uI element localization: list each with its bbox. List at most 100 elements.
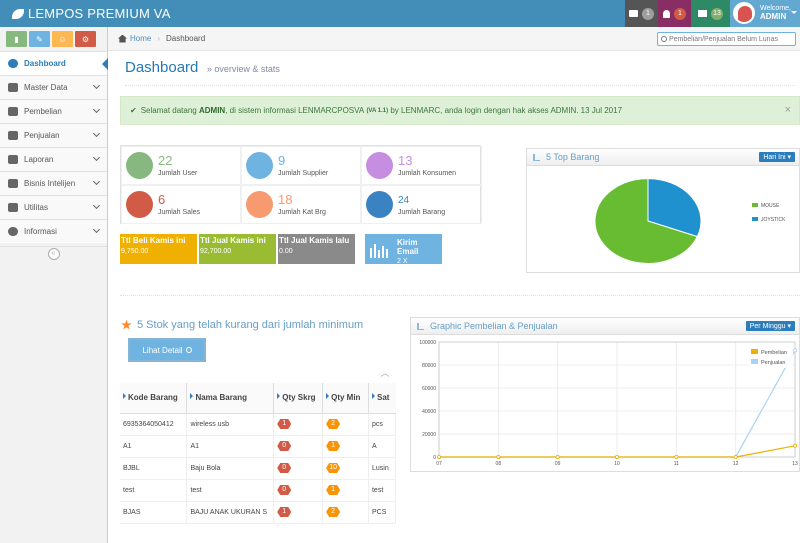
avatar (733, 2, 755, 24)
cell-sat: PCS (368, 501, 397, 524)
qty-skrg-badge: 1 (277, 419, 291, 429)
chevron-down-icon (92, 177, 101, 186)
column-header-kode[interactable]: Kode Barang (120, 383, 188, 414)
tags-icon (246, 191, 273, 218)
cell-sat: A (368, 435, 397, 458)
search-icon (661, 36, 667, 42)
welcome-text: Welcome, (760, 5, 791, 12)
sort-icon (371, 393, 375, 400)
sidebar-item-bisnis-intelijen[interactable]: Bisnis Intelijen (0, 171, 107, 195)
stok-title: 5 Stok yang telah kurang dari jumlah min… (121, 319, 363, 331)
breadcrumb-home[interactable]: Home (130, 34, 152, 43)
pie-legend: MOUSE JOYSTICK (752, 203, 786, 223)
legend-swatch-penjualan (751, 359, 758, 364)
table-row: test test 0 1 test (120, 479, 397, 502)
legend-label-joystick: JOYSTICK (761, 217, 786, 223)
hari-ini-dropdown[interactable]: Hari Ini ▾ (759, 152, 795, 162)
sidebar-item-dashboard[interactable]: Dashboard (0, 51, 108, 75)
welcome-alert: ✔ Selamat datang ADMIN, di sistem inform… (120, 96, 800, 125)
sort-icon (190, 393, 194, 400)
stat-kirim-email: Kirim Email 2 X (365, 234, 442, 265)
dashboard-icon (8, 59, 18, 68)
money-icon (8, 131, 18, 140)
pencil-icon[interactable]: ✎ (29, 31, 50, 47)
sidebar-item-pembelian[interactable]: Pembelian (0, 99, 107, 123)
stat-value: 92,700.00 (200, 248, 232, 255)
page-header: Dashboard » overview & stats (125, 59, 795, 86)
x-tick-label: 13 (792, 461, 798, 467)
pie-slice-mouse (594, 178, 698, 264)
table-row: BJBL Baju Bola 0 10 Lusin (120, 457, 397, 480)
double-chevron-left-icon[interactable]: « (47, 247, 60, 260)
divider (120, 295, 800, 296)
infobox-user: 22 Jumlah User (121, 146, 241, 185)
sidebar-item-label: Informasi (24, 227, 57, 236)
y-tick-label: 40000 (422, 409, 436, 415)
qty-min-badge: 1 (326, 441, 340, 451)
signal-icon[interactable]: ▮ (6, 31, 27, 47)
tasks-button[interactable]: 1 (625, 0, 658, 27)
y-tick-label: 100000 (419, 340, 436, 346)
cell-skrg: 1 (273, 413, 324, 436)
close-icon[interactable]: × (784, 104, 791, 116)
stat-value: 9,750.00 (121, 248, 149, 255)
sidebar-item-master-data[interactable]: Master Data (0, 75, 107, 99)
user-icon (126, 152, 153, 179)
legend-swatch-pembelian (751, 349, 758, 354)
user-menu[interactable]: Welcome, ADMIN (730, 0, 800, 27)
infobox-label: Jumlah Barang (398, 209, 446, 216)
stat-jual-kamis-lalu: Ttl Jual Kamis lalu 0.00 (278, 234, 355, 264)
column-header-sat[interactable]: Sat (368, 383, 396, 414)
infobox-value: 6 (158, 192, 166, 207)
chevron-up-icon[interactable]: ︿ (380, 368, 390, 378)
per-minggu-dropdown[interactable]: Per Minggu ▾ (745, 321, 795, 331)
cell-min: 2 (322, 501, 369, 524)
column-header-qty-min[interactable]: Qty Min (322, 383, 369, 414)
column-header-nama[interactable]: Nama Barang (186, 383, 275, 414)
cell-skrg: 0 (273, 435, 324, 458)
search-input[interactable]: Pembelian/Penjualan Belum Lunas (657, 32, 796, 46)
data-point-penjualan (792, 348, 797, 353)
cell-sat: Lusin (368, 457, 397, 480)
sidebar-item-informasi[interactable]: Informasi (0, 219, 107, 243)
sidebar-shortcuts: ▮ ✎ ☺ ⚙ (0, 27, 107, 51)
home-icon (118, 34, 127, 43)
search-placeholder: Pembelian/Penjualan Belum Lunas (669, 35, 778, 43)
cell-min: 1 (322, 479, 369, 502)
qty-min-badge: 2 (326, 507, 340, 517)
qty-skrg-badge: 0 (277, 463, 291, 473)
tasks-icon (629, 10, 638, 17)
chevron-down-icon (92, 81, 101, 90)
lihat-detail-button[interactable]: Lihat Detail (128, 338, 206, 362)
infobox-label: Jumlah Kat Brg (278, 209, 326, 216)
sidebar-item-utilitas[interactable]: Utilitas (0, 195, 107, 219)
users-icon[interactable]: ☺ (52, 31, 73, 47)
sidebar-item-label: Bisnis Intelijen (24, 179, 76, 188)
messages-button[interactable]: 13 (691, 0, 730, 27)
notifications-button[interactable]: 1 (658, 0, 691, 27)
cogs-icon[interactable]: ⚙ (75, 31, 96, 47)
infobox-value: 24 (398, 195, 410, 206)
brand-link[interactable]: LEMPOS PREMIUM VA (12, 6, 171, 21)
sidebar-item-laporan[interactable]: Laporan (0, 147, 107, 171)
stat-label: Ttl Beli Kamis ini (121, 236, 186, 245)
shirt-icon (126, 191, 153, 218)
cell-skrg: 1 (273, 501, 324, 524)
chevron-down-icon (92, 201, 101, 210)
dropdown-label: Per Minggu (749, 323, 786, 330)
infobox-kat-brg: 18 Jumlah Kat Brg (241, 185, 361, 224)
cell-min: 1 (322, 435, 369, 458)
database-icon (8, 83, 18, 92)
alert-post: by LENMARC, anda login dengan hak akses … (390, 106, 623, 115)
sidebar-item-penjualan[interactable]: Penjualan (0, 123, 107, 147)
cell-nama: A1 (186, 435, 275, 458)
x-tick-label: 08 (496, 461, 502, 467)
legend-label-pembelian: Pembelian (761, 350, 787, 356)
column-header-qty-skrg[interactable]: Qty Skrg (273, 383, 324, 414)
check-icon: ✔ (130, 106, 137, 115)
cell-kode: BJBL (120, 457, 188, 480)
infobox-konsumen: 13 Jumlah Konsumen (361, 146, 482, 185)
bell-icon (663, 9, 670, 18)
stat-label: Ttl Jual Kamis lalu (279, 236, 350, 245)
cell-kode: 6935364050412 (120, 413, 188, 436)
